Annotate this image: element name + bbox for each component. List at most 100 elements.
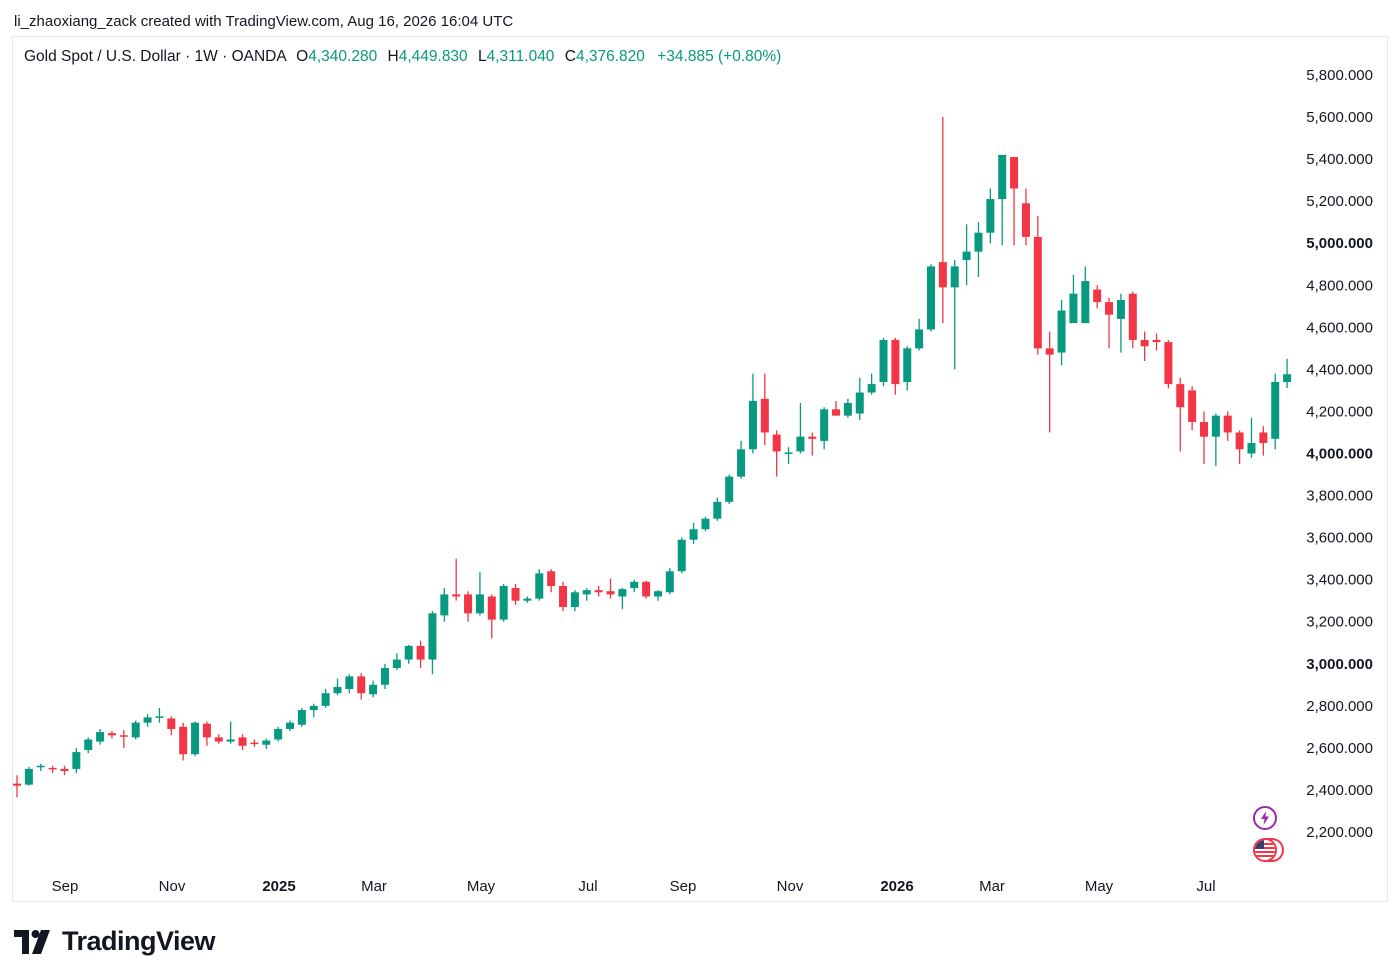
candle-down [452,594,461,597]
candle-up [535,573,544,599]
candle-up [321,693,330,706]
price-tick-label: 3,000.000 [1306,656,1373,673]
tradingview-logo-icon [14,929,50,954]
candle-down [1093,289,1102,303]
candle-down [487,596,496,620]
candle-down [357,676,366,694]
candle-down [1152,339,1161,343]
candle-up [618,589,627,597]
candle-up [677,539,686,572]
candles-layer [13,117,1292,798]
candle-up [713,501,722,519]
lightning-icon[interactable] [1253,806,1277,830]
candle-up [1247,442,1256,454]
price-tick-label: 2,200.000 [1306,824,1373,841]
candle-down [238,737,247,746]
candle-up [345,676,354,690]
candle-up [998,154,1007,200]
candle-up [155,716,164,718]
candle-down [48,767,57,770]
candle-down [1176,384,1185,408]
price-tick-label: 5,000.000 [1306,235,1373,252]
candle-down [1010,157,1019,189]
candle-up [392,659,401,668]
close-label: C [564,48,576,65]
price-tick-label: 5,200.000 [1306,193,1373,210]
price-axis: 5,800.000 5,600.000 5,400.000 5,200.000 5,00… [1306,67,1373,841]
candle-up [274,728,283,740]
candle-up [855,392,864,414]
candle-up [903,348,912,383]
candle-up [131,722,140,738]
candle-down [559,585,568,608]
time-tick-label: Sep [52,878,79,895]
low-label: L [478,48,487,65]
chart-frame [12,36,1388,902]
time-tick-label: Nov [777,878,804,895]
candle-up [843,403,852,416]
price-tick-label: 2,400.000 [1306,782,1373,799]
candle-up [72,752,81,769]
candle-down [1164,342,1173,385]
price-tick-label: 5,400.000 [1306,151,1373,168]
candle-up [499,585,508,620]
candle-up [440,594,449,616]
price-tick-label: 4,800.000 [1306,277,1373,294]
candle-up [689,529,698,540]
candle-down [107,733,116,736]
symbol-title[interactable]: Gold Spot / U.S. Dollar · 1W · OANDA [24,48,286,65]
candle-down [1235,432,1244,450]
candle-down [511,588,520,601]
high-label: H [387,48,399,65]
candle-up [96,732,105,742]
candle-up [143,717,152,723]
price-tick-label: 3,600.000 [1306,530,1373,547]
candle-down [250,742,259,745]
time-tick-label: 2025 [262,878,295,895]
candle-down [606,591,615,595]
candle-up [962,251,971,261]
time-tick-label: 2026 [880,878,913,895]
candle-down [1105,302,1114,315]
candle-down [1188,390,1197,422]
candle-up [653,591,662,597]
close-value: 4,376.820 [575,48,645,65]
candle-up [475,594,484,614]
candle-up [748,400,757,450]
flag-badge-edge [1264,838,1284,862]
price-tick-label: 4,600.000 [1306,319,1373,336]
time-axis: Sep Nov 2025 Mar May Jul Sep Nov 2026 Mar May Jul [52,878,1216,895]
price-tick-label: 4,200.000 [1306,403,1373,420]
candle-up [950,266,959,288]
price-tick-label: 3,800.000 [1306,488,1373,505]
candle-down [60,768,69,772]
candle-up [523,598,532,601]
open-label: O [296,48,309,65]
high-value: 4,449.830 [398,48,468,65]
price-tick-label: 4,400.000 [1306,361,1373,378]
candle-up [986,199,995,233]
candle-down [1140,339,1149,347]
candle-down [167,718,176,729]
candle-down [891,339,900,385]
time-tick-label: Jul [578,878,597,895]
candle-up [701,518,710,530]
candle-up [1211,415,1220,437]
candle-up [226,739,235,742]
candle-down [179,726,188,755]
candle-up [1057,310,1066,353]
candle-up [309,705,318,711]
low-value: 4,311.040 [486,48,555,65]
candle-down [1223,415,1232,433]
price-tick-label: 3,200.000 [1306,614,1373,631]
candle-down [832,409,841,416]
tradingview-logo[interactable]: TradingView [14,926,216,957]
price-tick-label: 5,800.000 [1306,67,1373,84]
candle-up [84,739,93,750]
candle-down [119,735,128,737]
candle-down [416,645,425,660]
candle-up [867,384,876,393]
candle-up [24,768,33,785]
price-tick-label: 4,000.000 [1306,446,1373,463]
